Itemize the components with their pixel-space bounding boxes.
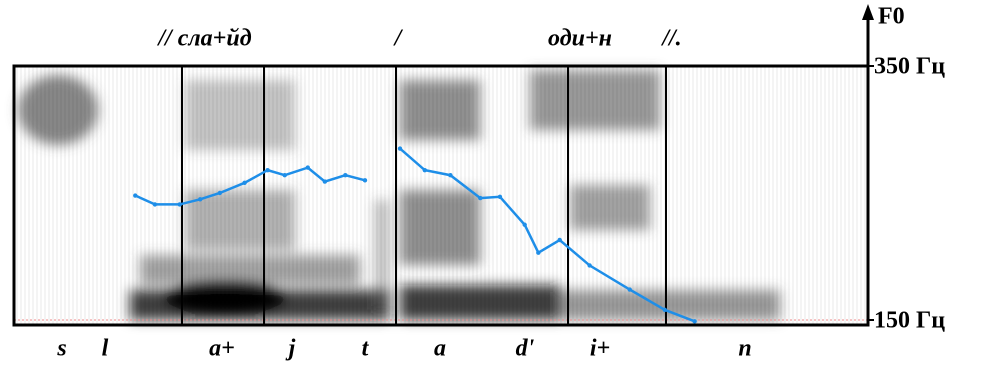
annotation: / [393,26,404,52]
boundaries [181,66,667,325]
segment-label: a [434,336,446,362]
f0-point [197,197,203,202]
f0-point [587,263,592,268]
f0-point [305,165,310,170]
y-tick-label: 150 Гц [874,308,945,334]
f0-point [362,178,368,183]
f0-point [522,222,527,227]
segment-label: a+ [209,336,235,362]
f0-point [242,180,247,186]
f0-point [152,202,158,207]
segment-label: l [102,336,109,362]
f0-point [177,202,182,207]
f0-point [536,250,541,255]
f0-point [343,173,348,178]
plot-frame [12,64,870,327]
f0-point [692,319,697,324]
f0-point [265,167,270,173]
f0-point [217,190,223,196]
segment-label: d' [516,336,535,362]
f0-point [497,194,503,200]
f0-point [133,193,138,198]
segment-label: s [56,336,66,362]
f0-point [662,307,667,313]
y-tick-label: 350 Гц [874,54,945,80]
f0-line [399,147,696,323]
f0-point [322,179,328,184]
y-axis-arrow [862,4,874,20]
f0-point [627,287,632,292]
f0-point [557,237,562,243]
f0-line [134,166,366,206]
spectrogram-texture [14,66,868,325]
annotation: // сла+йд [156,26,251,52]
f0-point [478,195,483,201]
segment-label: i+ [590,336,610,362]
f0-point [397,146,403,151]
y-axis-label: F0 [878,4,905,30]
f0-point [448,173,453,178]
f0-point [422,167,427,173]
annotation: оди+н [548,26,612,52]
f0-point [282,173,287,178]
annotation: //. [660,26,681,52]
segment-label: t [362,336,370,362]
segment-label: j [285,336,296,362]
segment-label: n [738,336,751,362]
